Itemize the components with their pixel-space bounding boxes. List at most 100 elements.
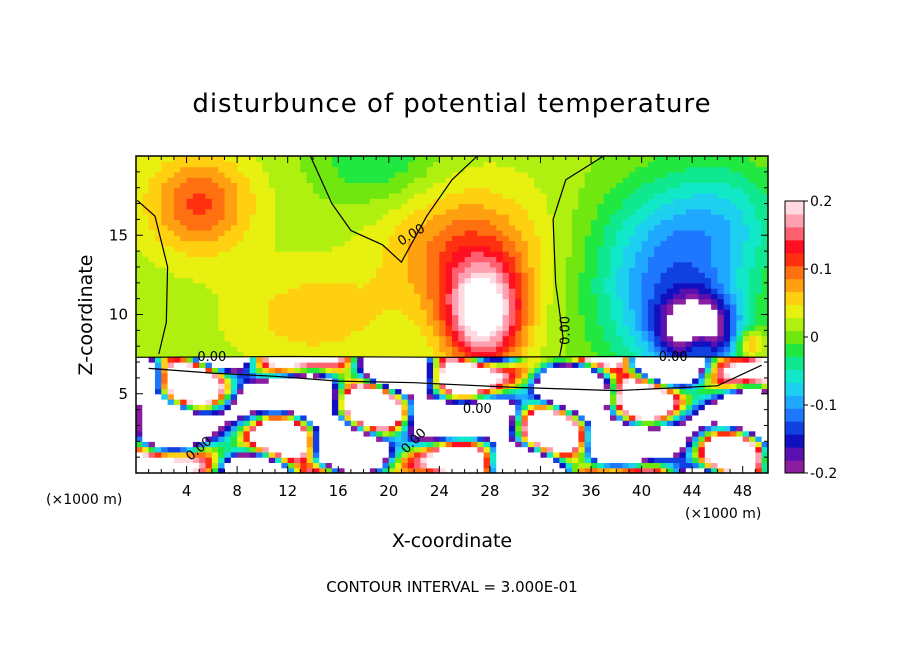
heatmap-cell — [477, 441, 485, 448]
heatmap-cell — [647, 330, 655, 337]
heatmap-cell — [647, 467, 655, 473]
heatmap-cell — [199, 192, 207, 199]
heatmap-cell — [622, 430, 630, 437]
heatmap-cell — [357, 187, 365, 194]
heatmap-cell — [319, 414, 327, 421]
heatmap-cell — [325, 467, 333, 473]
heatmap-cell — [622, 161, 630, 168]
heatmap-cell — [464, 166, 472, 173]
heatmap-cell — [395, 293, 403, 300]
heatmap-cell — [186, 166, 194, 173]
heatmap-cell — [628, 351, 636, 358]
heatmap-cell — [173, 166, 181, 173]
heatmap-cell — [546, 409, 554, 416]
heatmap-cell — [508, 251, 516, 257]
heatmap-cell — [350, 272, 358, 279]
heatmap-cell — [300, 425, 308, 432]
heatmap-cell — [445, 372, 453, 379]
heatmap-cell — [205, 409, 213, 416]
heatmap-cell — [173, 356, 181, 363]
heatmap-cell — [553, 425, 561, 432]
heatmap-cell — [470, 362, 478, 368]
heatmap-cell — [641, 420, 649, 427]
heatmap-cell — [433, 436, 440, 442]
heatmap-cell — [180, 462, 188, 469]
heatmap-cell — [553, 277, 561, 284]
heatmap-cell — [445, 319, 453, 326]
heatmap-cell — [167, 393, 175, 400]
heatmap-cell — [186, 177, 194, 184]
heatmap-cell — [464, 156, 472, 162]
heatmap-cell — [154, 208, 162, 215]
heatmap-cell — [199, 198, 207, 205]
heatmap-cell — [224, 235, 232, 242]
heatmap-cell — [249, 224, 257, 231]
heatmap-cell — [230, 325, 238, 331]
heatmap-cell — [325, 462, 333, 469]
heatmap-cell — [489, 272, 497, 279]
heatmap-cell — [591, 383, 598, 390]
heatmap-cell — [502, 409, 510, 416]
heatmap-cell — [249, 393, 257, 400]
heatmap-cell — [420, 166, 428, 173]
heatmap-cell — [306, 346, 314, 353]
heatmap-cell — [388, 171, 396, 178]
heatmap-cell — [281, 377, 289, 384]
heatmap-cell — [186, 187, 194, 194]
heatmap-cell — [508, 356, 516, 363]
heatmap-cell — [218, 330, 226, 337]
heatmap-cell — [218, 404, 226, 411]
heatmap-cell — [300, 156, 308, 162]
heatmap-cell — [237, 256, 245, 263]
heatmap-cell — [489, 256, 497, 263]
heatmap-cell — [597, 156, 605, 162]
heatmap-cell — [369, 187, 377, 194]
heatmap-cell — [281, 441, 289, 448]
heatmap-cell — [452, 436, 459, 442]
heatmap-cell — [502, 372, 510, 379]
heatmap-cell — [420, 451, 428, 458]
heatmap-cell — [180, 298, 188, 305]
heatmap-cell — [496, 219, 504, 226]
heatmap-cell — [578, 414, 586, 421]
heatmap-cell — [388, 441, 396, 448]
heatmap-cell — [312, 425, 320, 432]
heatmap-cell — [388, 314, 396, 321]
heatmap-cell — [173, 319, 181, 326]
heatmap-cell — [376, 383, 384, 390]
heatmap-cell — [622, 420, 630, 427]
heatmap-cell — [173, 177, 181, 184]
heatmap-cell — [534, 156, 542, 162]
heatmap-cell — [192, 325, 200, 331]
heatmap-cell — [445, 166, 453, 173]
heatmap-cell — [622, 325, 630, 331]
heatmap-cell — [414, 314, 421, 321]
heatmap-cell — [142, 240, 150, 247]
heatmap-cell — [534, 414, 542, 421]
heatmap-cell — [312, 362, 320, 368]
heatmap-cell — [167, 436, 175, 442]
heatmap-cell — [161, 161, 169, 168]
heatmap-cell — [527, 441, 535, 448]
heatmap-cell — [142, 346, 150, 353]
heatmap-cell — [281, 451, 289, 458]
heatmap-cell — [470, 298, 478, 305]
heatmap-cell — [470, 425, 478, 432]
heatmap-cell — [319, 187, 327, 194]
heatmap-cell — [243, 393, 251, 400]
heatmap-cell — [136, 467, 143, 473]
heatmap-cell — [344, 399, 352, 405]
heatmap-cell — [369, 282, 377, 289]
heatmap-cell — [154, 409, 162, 416]
heatmap-cell — [161, 399, 169, 405]
heatmap-cell — [527, 161, 535, 168]
heatmap-cell — [331, 367, 339, 374]
heatmap-cell — [281, 388, 289, 395]
heatmap-cell — [224, 446, 232, 453]
heatmap-cell — [300, 414, 308, 421]
heatmap-cell — [401, 393, 409, 400]
heatmap-cell — [300, 240, 308, 247]
heatmap-cell — [294, 245, 301, 252]
heatmap-cell — [540, 229, 548, 236]
heatmap-cell — [433, 420, 440, 427]
